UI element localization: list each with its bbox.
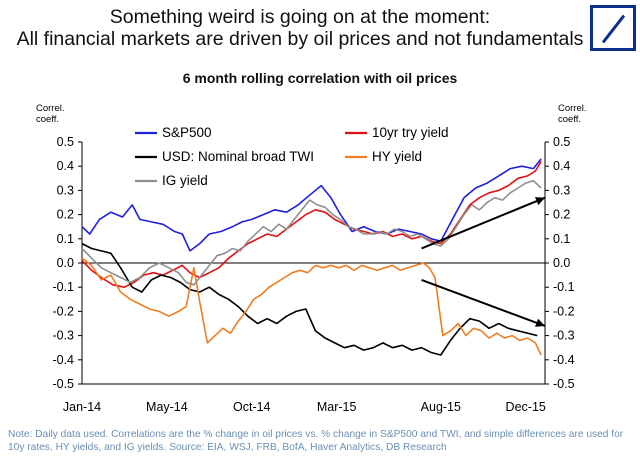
x-tick-label: May-14 [146, 400, 188, 414]
chart-title: 6 month rolling correlation with oil pri… [182, 70, 458, 86]
y-tick-label-right: -0.1 [553, 280, 575, 294]
series-line-usd-nominal-broad-twi [81, 242, 538, 356]
y-axis-label-right: coeff. [558, 114, 581, 125]
legend-label: IG yield [162, 173, 208, 188]
y-tick-label-right: -0.4 [553, 353, 575, 367]
footnote: Note: Daily data used. Correlations are … [8, 429, 624, 453]
y-tick-label-right: 0.0 [553, 256, 570, 270]
x-tick-label: Dec-15 [506, 400, 546, 414]
y-tick-label-left: -0.4 [52, 353, 74, 367]
series-line-ig-yield [81, 179, 542, 286]
y-tick-label-left: 0.2 [57, 208, 74, 222]
y-tick-label-right: -0.2 [553, 304, 575, 318]
series-line-s-p500 [81, 158, 542, 252]
legend-label: S&P500 [162, 125, 212, 140]
headline-line-1: Something weird is going on at the momen… [109, 6, 491, 28]
y-tick-label-right: 0.2 [553, 208, 570, 222]
x-tick-label: Mar-15 [317, 400, 357, 414]
x-tick-label: Aug-15 [421, 400, 461, 414]
trend-arrowhead-up [535, 197, 545, 206]
x-tick-label: Jan-14 [63, 400, 101, 414]
y-axis-label-right: Correl. [558, 103, 587, 114]
trend-arrow-up [421, 196, 546, 250]
y-tick-label-left: -0.5 [52, 377, 74, 391]
y-tick-label-right: 0.1 [553, 232, 570, 246]
headline-line-2: All financial markets are driven by oil … [16, 28, 584, 50]
y-tick-label-right: -0.5 [553, 377, 575, 391]
y-tick-label-right: 0.3 [553, 183, 570, 197]
y-tick-label-right: 0.5 [553, 135, 570, 149]
y-axis-label-left: coeff. [36, 114, 59, 125]
trend-arrowhead-down [535, 318, 545, 327]
y-tick-label-left: -0.1 [52, 280, 74, 294]
trend-arrow-down [421, 279, 546, 327]
y-tick-label-right: -0.3 [553, 329, 575, 343]
y-tick-label-left: 0.4 [57, 159, 74, 173]
y-tick-label-left: -0.2 [52, 304, 74, 318]
y-tick-label-left: -0.3 [52, 329, 74, 343]
y-tick-label-right: 0.4 [553, 159, 570, 173]
series-line-hy-yield [81, 257, 542, 356]
y-tick-label-left: 0.1 [57, 232, 74, 246]
legend-label: HY yield [372, 149, 422, 164]
legend-label: USD: Nominal broad TWI [162, 149, 314, 164]
legend-label: 10yr try yield [372, 125, 449, 140]
y-axis-label-left: Correl. [36, 103, 65, 114]
y-tick-label-left: 0.5 [57, 135, 74, 149]
y-tick-label-left: 0.3 [57, 183, 74, 197]
y-tick-label-left: 0.0 [57, 256, 74, 270]
deutsche-bank-logo-icon [590, 5, 636, 51]
x-tick-label: Oct-14 [233, 400, 271, 414]
